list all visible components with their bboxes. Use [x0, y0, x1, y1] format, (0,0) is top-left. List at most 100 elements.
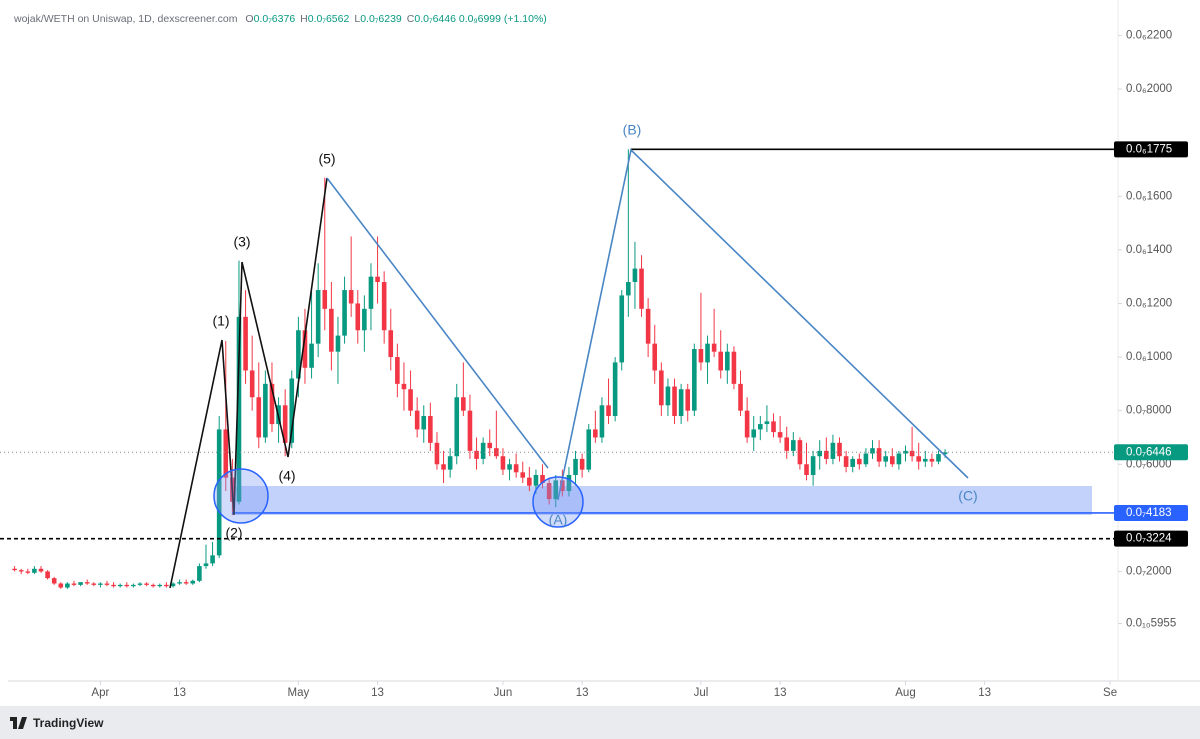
candle-body [467, 410, 473, 451]
candle-body [817, 450, 823, 457]
ohlc-key: H [300, 13, 308, 25]
y-tick-label: 0.0₆2000 [1126, 83, 1172, 95]
candle-body [797, 440, 803, 465]
x-tick-label: Jul [694, 687, 709, 699]
candle-body [256, 397, 262, 438]
y-tick-label: 0.0₆1000 [1126, 351, 1172, 363]
candle-body [883, 456, 889, 462]
candle-body [738, 383, 743, 411]
candle-body [375, 276, 380, 283]
candle-body [447, 456, 453, 470]
candle-body [78, 582, 83, 585]
candle-body [335, 335, 341, 352]
candle-body [553, 480, 559, 500]
support-zone [232, 486, 1092, 515]
candle-body [632, 268, 638, 283]
candle-body [916, 456, 922, 462]
candle-body [500, 456, 506, 470]
candle-body [804, 464, 809, 475]
candle-body [903, 450, 908, 454]
candle-body [480, 442, 486, 459]
candle-body [698, 349, 704, 363]
ohlc-value: 0.0₇6562 [307, 13, 350, 25]
candle-body [45, 571, 50, 579]
ohlc-key: L [354, 13, 361, 25]
candle-body [362, 308, 367, 331]
price-label: 0.0₇3224 [1126, 533, 1172, 545]
candle-body [533, 474, 539, 486]
candle-body [942, 452, 948, 455]
candle-body [685, 389, 691, 411]
wave-label: (1) [212, 313, 229, 329]
candle-body [929, 458, 935, 462]
candle-body [137, 583, 143, 585]
candle-body [12, 568, 17, 571]
candle-body [784, 437, 790, 451]
y-tick-label: 0.0₆1600 [1126, 190, 1172, 202]
candle-body [84, 582, 90, 584]
wave-label: (3) [233, 234, 250, 250]
price-label-box [1114, 444, 1188, 461]
candle-body [131, 584, 136, 587]
candle-body [368, 276, 374, 309]
candle-body [870, 448, 875, 454]
candle-body [626, 282, 631, 296]
candle-body [401, 383, 407, 390]
y-tick-label: 0.0₁₀5955 [1126, 617, 1176, 629]
candle-body [322, 290, 328, 309]
footer: TradingView [10, 716, 103, 730]
candle-body [71, 583, 77, 585]
candle-body [65, 583, 70, 588]
candle-body [507, 464, 512, 470]
price-label: 0.0₇4183 [1126, 507, 1172, 519]
x-tick-label: Apr [91, 687, 109, 699]
price-label-box [1114, 530, 1188, 547]
candle-body [718, 351, 724, 371]
candle-body [269, 383, 275, 425]
y-tick-label: 0.0₆1400 [1126, 244, 1172, 256]
candle-body [197, 566, 202, 581]
ohlc-key: C [406, 13, 415, 25]
candle-body [936, 454, 941, 462]
wave-label: (4) [278, 468, 295, 484]
candle-body [645, 308, 651, 344]
candle-body [758, 424, 763, 430]
x-tick-label: 13 [576, 687, 589, 699]
candle-body [428, 416, 433, 443]
candle-body [183, 582, 189, 584]
candle-body [692, 349, 697, 411]
candle-body [876, 448, 882, 462]
candle-body [98, 583, 103, 585]
candle-body [117, 584, 123, 587]
candle-body [329, 308, 334, 352]
candle-body [751, 429, 757, 438]
candle-body [705, 343, 710, 363]
footer-bar [0, 706, 1200, 739]
logo [10, 717, 27, 729]
highlight-circle [213, 468, 269, 524]
candle-body [454, 397, 460, 457]
candle-body [791, 440, 796, 451]
candle-body [203, 563, 209, 567]
candle-body [711, 343, 717, 352]
candle-body [520, 472, 526, 478]
candle-body [619, 295, 625, 363]
candle-body [566, 474, 572, 492]
candle-body [342, 290, 347, 336]
candle-body [249, 370, 255, 398]
x-tick-label: 13 [978, 687, 991, 699]
candle-body [863, 453, 869, 465]
candle-body [824, 450, 829, 459]
impulse-wave [169, 177, 328, 589]
price-label-box [1114, 504, 1188, 521]
candle-body [414, 410, 420, 430]
candle-body [764, 421, 770, 425]
candle-body [190, 580, 196, 584]
x-tick-label: 13 [371, 687, 384, 699]
x-tick-label: May [288, 687, 310, 699]
x-tick-label: Se [1103, 687, 1117, 699]
candle-body [124, 584, 130, 587]
candle-body [777, 432, 783, 438]
candle-body [573, 458, 578, 475]
